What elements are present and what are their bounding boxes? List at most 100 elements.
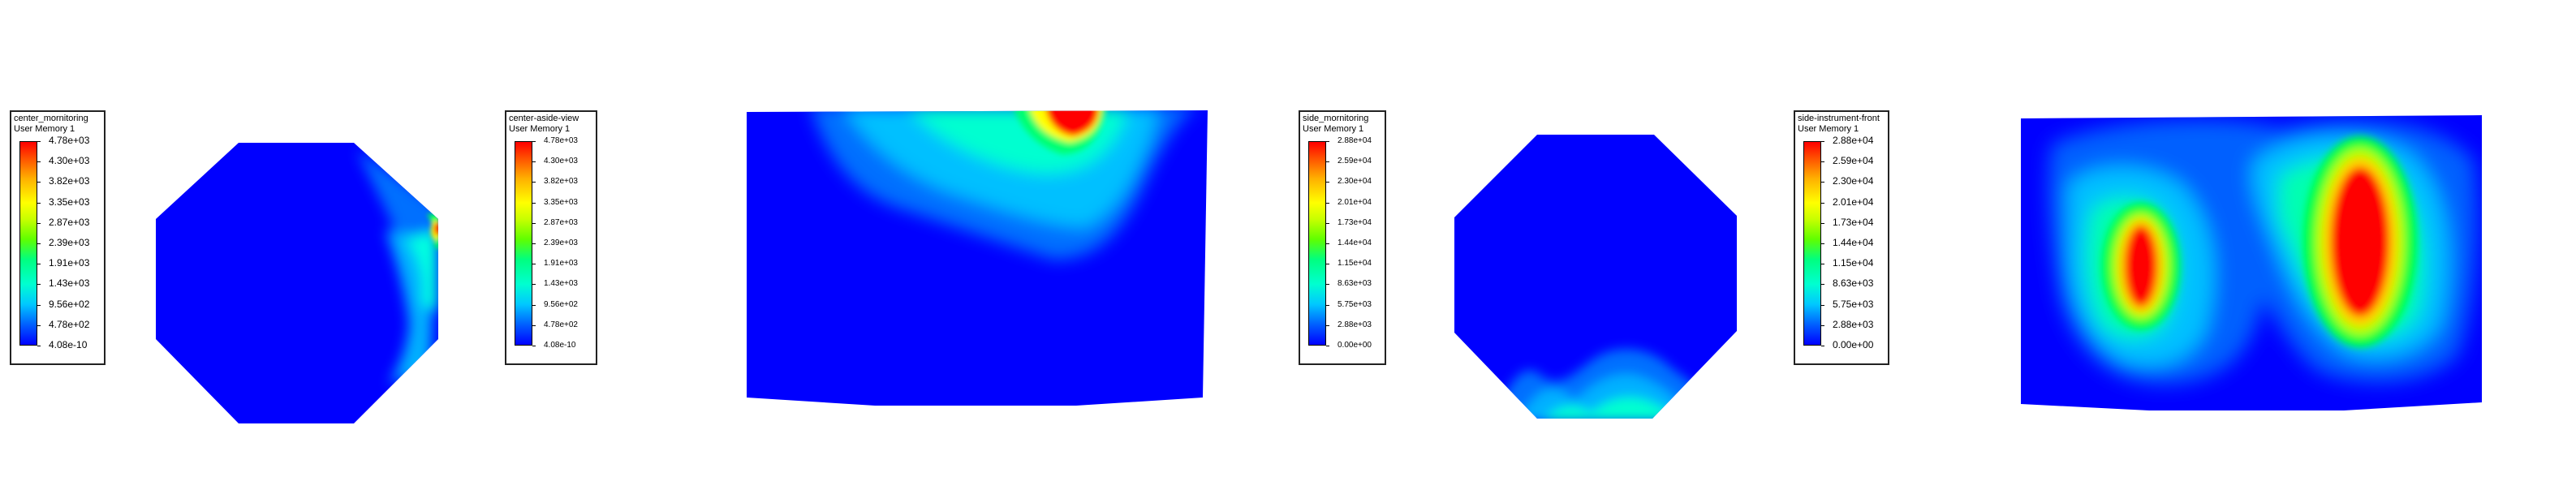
tick-label: 1.73e+04 [1338, 217, 1372, 227]
tick-mark [37, 222, 41, 224]
tick-mark [1326, 161, 1329, 163]
tick-mark [37, 243, 41, 244]
tick-label: 2.88e+04 [1833, 135, 1874, 146]
tick-label: 1.15e+04 [1338, 259, 1372, 269]
legend-title: side-instrument-front User Memory 1 [1798, 114, 1880, 134]
tick-mark [1821, 324, 1824, 326]
tick-label: 2.30e+04 [1338, 177, 1372, 187]
tick-mark [1326, 141, 1329, 142]
tick-mark [1821, 161, 1824, 163]
tick-label: 4.78e+03 [49, 135, 90, 146]
tick-label: 1.44e+04 [1338, 238, 1372, 247]
tick-label: 1.91e+03 [49, 257, 90, 269]
colorbar-legend-2: center-aside-view User Memory 1 4.78e+03… [505, 110, 597, 365]
tick-mark [37, 304, 41, 306]
contour-view-2 [747, 110, 1208, 406]
tick-label: 8.63e+03 [1833, 277, 1874, 290]
tick-label: 4.30e+03 [544, 157, 578, 166]
tick-label: 8.63e+03 [1338, 279, 1372, 289]
tick-mark [37, 324, 41, 326]
legend-title: center-aside-view User Memory 1 [509, 114, 579, 134]
tick-mark [1326, 324, 1329, 326]
tick-label: 4.78e+03 [544, 136, 578, 145]
colorbar-legend-1: center_mornitoring User Memory 1 4.78e+0… [10, 110, 106, 365]
tick-label: 3.35e+03 [49, 196, 90, 208]
colorbar-ticks: 4.78e+03 4.30e+03 3.82e+03 3.35e+03 2.87e+03… [532, 136, 581, 350]
tick-mark [1821, 304, 1824, 306]
tick-mark [1821, 284, 1824, 286]
legend-title: side_mornitoring User Memory 1 [1303, 114, 1369, 134]
tick-label: 3.82e+03 [544, 177, 578, 187]
tick-mark [1326, 202, 1329, 204]
contour-view-1 [156, 143, 438, 423]
tick-mark [1326, 243, 1329, 244]
tick-mark [532, 161, 536, 163]
tick-label: 2.39e+03 [49, 237, 90, 248]
tick-label: 2.01e+04 [1833, 196, 1874, 208]
tick-label: 1.43e+03 [544, 279, 578, 289]
tick-label: 1.44e+04 [1833, 237, 1874, 248]
tick-mark [1821, 141, 1824, 142]
tick-mark [532, 284, 536, 286]
tick-mark [1326, 304, 1329, 306]
tick-label: 2.88e+04 [1338, 136, 1372, 145]
tick-mark [532, 202, 536, 204]
tick-mark [1326, 222, 1329, 224]
tick-mark [532, 141, 536, 142]
colorbar [515, 141, 532, 346]
colorbar [1308, 141, 1326, 346]
tick-label: 5.75e+03 [1338, 299, 1372, 309]
contour-view-3 [1454, 135, 1737, 419]
tick-label: 1.91e+03 [544, 259, 578, 269]
tick-label: 2.59e+04 [1833, 155, 1874, 167]
tick-mark [532, 243, 536, 244]
tick-mark [1821, 243, 1824, 244]
tick-label: 2.87e+03 [544, 217, 578, 227]
tick-label: 2.88e+03 [1338, 320, 1372, 329]
tick-label: 4.78e+02 [49, 318, 90, 330]
tick-label: 1.43e+03 [49, 277, 90, 290]
tick-mark [1821, 202, 1824, 204]
colorbar-legend-4: side-instrument-front User Memory 1 2.88… [1794, 110, 1889, 365]
tick-label: 9.56e+02 [49, 298, 90, 310]
tick-mark [1326, 284, 1329, 286]
tick-mark [37, 161, 41, 163]
colorbar [19, 141, 37, 346]
tick-label: 1.73e+04 [1833, 216, 1874, 228]
tick-mark [1821, 182, 1824, 183]
tick-mark [37, 141, 41, 142]
tick-mark [532, 304, 536, 306]
colorbar [1803, 141, 1821, 346]
tick-label: 1.15e+04 [1833, 257, 1874, 269]
tick-label: 2.59e+04 [1338, 157, 1372, 166]
tick-mark [532, 222, 536, 224]
tick-mark [532, 324, 536, 326]
tick-mark [37, 182, 41, 183]
tick-label: 2.01e+04 [1338, 197, 1372, 207]
tick-label: 0.00e+00 [1338, 341, 1372, 350]
tick-label: 0.00e+00 [1833, 339, 1874, 350]
tick-mark [37, 202, 41, 204]
tick-label: 4.30e+03 [49, 155, 90, 167]
tick-label: 3.35e+03 [544, 197, 578, 207]
tick-label: 2.87e+03 [49, 216, 90, 228]
tick-label: 4.78e+02 [544, 320, 578, 329]
tick-label: 4.08e-10 [544, 341, 576, 350]
colorbar-legend-3: side_mornitoring User Memory 1 2.88e+04 2… [1299, 110, 1386, 365]
colorbar-ticks: 2.88e+04 2.59e+04 2.30e+04 2.01e+04 1.73e+04… [1326, 136, 1375, 350]
tick-label: 4.08e-10 [49, 339, 88, 350]
colorbar-ticks: 2.88e+04 2.59e+04 2.30e+04 2.01e+04 1.73e+04… [1821, 135, 1874, 350]
legend-title: center_mornitoring User Memory 1 [14, 114, 88, 134]
tick-mark [532, 182, 536, 183]
tick-label: 2.39e+03 [544, 238, 578, 247]
tick-mark [1821, 222, 1824, 224]
tick-label: 2.88e+03 [1833, 318, 1874, 330]
tick-mark [37, 284, 41, 286]
tick-label: 2.30e+04 [1833, 175, 1874, 187]
colorbar-ticks: 4.78e+03 4.30e+03 3.82e+03 3.35e+03 2.87e+03… [37, 135, 90, 350]
tick-mark [1326, 182, 1329, 183]
tick-label: 3.82e+03 [49, 175, 90, 187]
tick-label: 5.75e+03 [1833, 298, 1874, 310]
tick-label: 9.56e+02 [544, 299, 578, 309]
contour-view-4 [2021, 115, 2482, 410]
